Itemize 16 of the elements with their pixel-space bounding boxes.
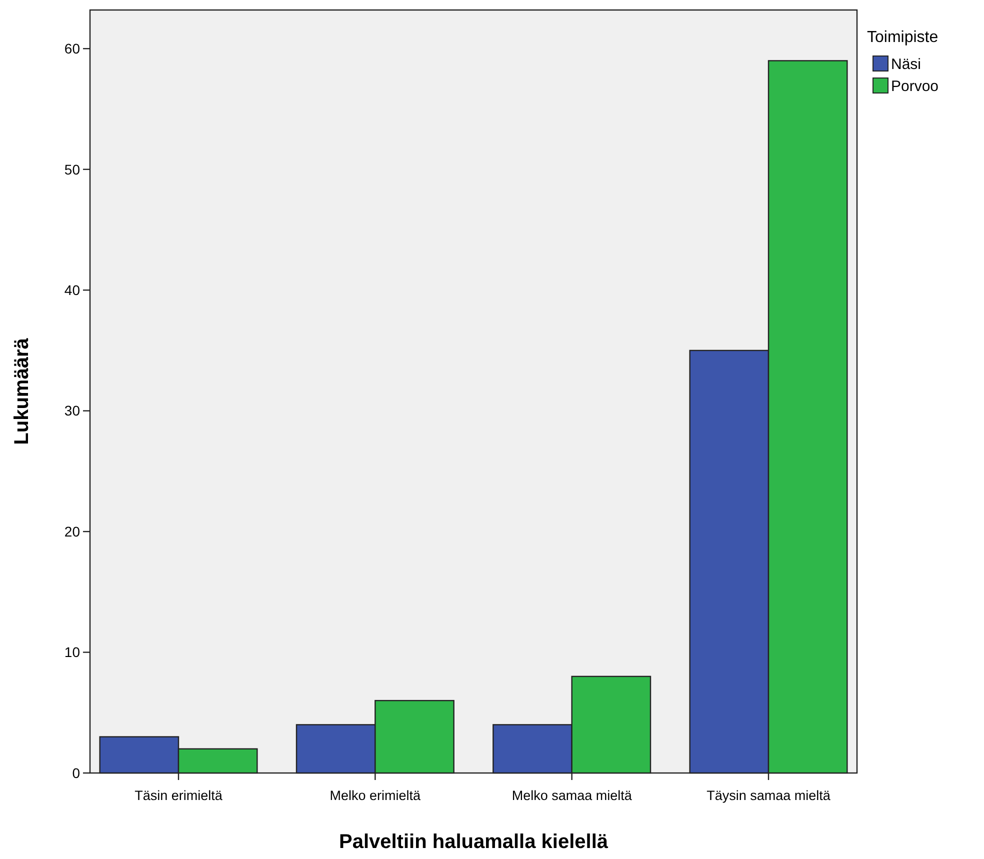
legend-label: Näsi xyxy=(891,56,922,73)
y-tick-label: 0 xyxy=(72,764,80,781)
y-tick-label: 10 xyxy=(64,644,80,660)
y-tick-label: 50 xyxy=(64,161,80,178)
y-axis-title: Lukumäärä xyxy=(11,337,33,445)
legend-title: Toimipiste xyxy=(867,29,938,46)
y-tick-label: 60 xyxy=(64,40,80,57)
x-tick-label: Täysin samaa mieltä xyxy=(706,788,831,803)
x-axis-title: Palveltiin haluamalla kielellä xyxy=(338,831,609,853)
legend-label: Porvoo xyxy=(891,78,939,95)
x-tick-label: Melko samaa mieltä xyxy=(512,788,632,803)
y-tick-label: 30 xyxy=(64,402,80,419)
x-tick-label: Melko erimieltä xyxy=(330,788,422,803)
y-tick-label: 40 xyxy=(64,282,80,298)
y-tick-label: 20 xyxy=(64,523,80,540)
x-tick-label: Täsin erimieltä xyxy=(134,788,223,803)
